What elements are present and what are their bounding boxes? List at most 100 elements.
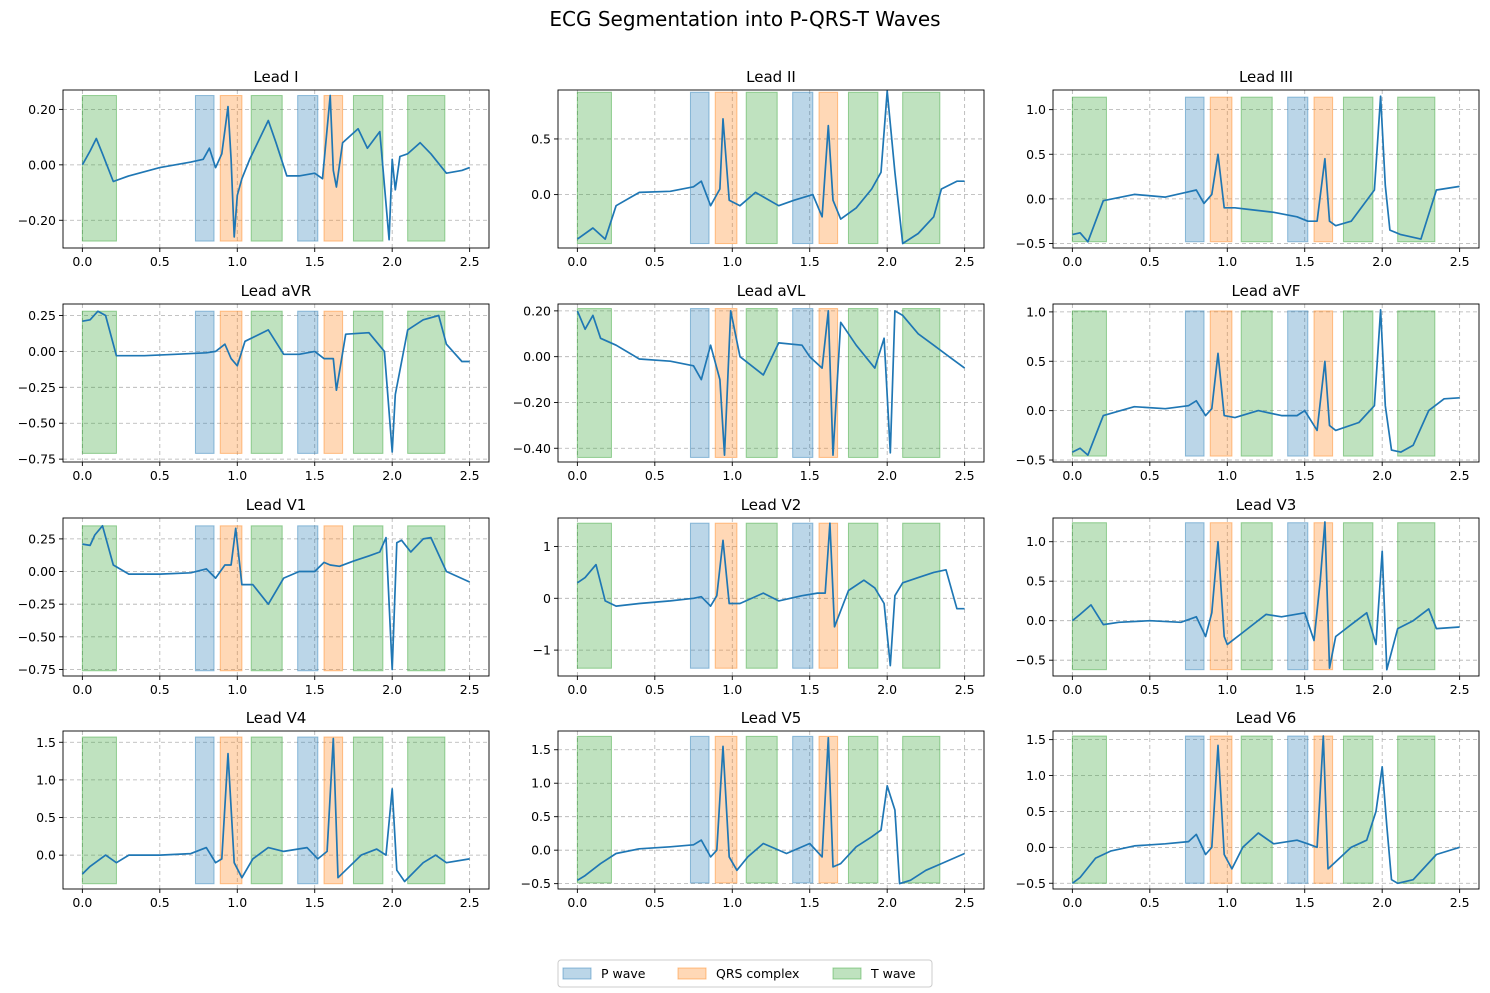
y-tick-label: 0.25: [28, 308, 56, 323]
t-wave-band: [902, 91, 941, 245]
legend-box: [557, 959, 933, 988]
t-wave-band: [352, 525, 384, 672]
qrs-complex-band: [219, 525, 243, 672]
panel-title: Lead aVF: [1232, 282, 1301, 300]
x-tick-label: 1.5: [800, 254, 820, 269]
x-tick-label: 2.0: [1372, 254, 1392, 269]
y-tick-label: −0.75: [18, 452, 56, 467]
y-tick-label: −1: [533, 643, 551, 658]
t-wave-band: [250, 95, 283, 242]
y-tick-label: −0.5: [1016, 453, 1046, 468]
x-tick-label: 1.0: [722, 254, 742, 269]
t-wave-band: [902, 522, 941, 669]
y-tick-label: −0.5: [521, 876, 551, 891]
p-wave-band: [297, 736, 319, 885]
legend-swatch: [562, 967, 592, 980]
axes-frame: [62, 517, 490, 677]
t-wave-band: [352, 95, 384, 242]
y-tick-label: −0.25: [18, 380, 56, 395]
y-tick-label: −0.5: [1016, 653, 1046, 668]
x-tick-label: 1.0: [1217, 468, 1237, 483]
panel-lead-v1: 0.0 0.5 1.0 1.5 2.0 2.5 −0.75 −0.50 −0.25 0.00 0.2…: [18, 496, 490, 697]
y-tick-label: 0.25: [28, 531, 56, 546]
x-tick-label: 0.5: [645, 895, 665, 910]
t-wave-band: [745, 735, 778, 884]
legend-label: P wave: [601, 966, 646, 981]
y-tick-label: 0.0: [1026, 191, 1046, 206]
x-tick-label: 2.0: [877, 682, 897, 697]
panel-title: Lead II: [746, 68, 796, 86]
axes-frame: [62, 89, 490, 249]
x-tick-label: 2.0: [1372, 468, 1392, 483]
legend: P wave QRS complex T wave: [557, 959, 933, 988]
y-tick-label: −0.40: [513, 441, 551, 456]
axes-frame: [557, 517, 985, 677]
y-tick-label: 0.20: [523, 303, 551, 318]
x-tick-label: 0.5: [645, 468, 665, 483]
panel-title: Lead I: [253, 68, 298, 86]
y-tick-label: 0.5: [1026, 574, 1046, 589]
legend-label: QRS complex: [716, 966, 799, 981]
axes-frame: [62, 303, 490, 463]
y-tick-label: −0.20: [18, 213, 56, 228]
t-wave-band: [745, 91, 778, 245]
ecg-signal-line: [576, 522, 965, 667]
x-tick-label: 1.0: [227, 468, 247, 483]
y-tick-label: 1.0: [1026, 304, 1046, 319]
y-tick-label: 0.0: [36, 848, 56, 863]
t-wave-band: [576, 91, 612, 245]
legend-swatch: [677, 967, 707, 980]
axes-frame: [557, 730, 985, 890]
panel-lead-iii: 0.0 0.5 1.0 1.5 2.0 2.5 −0.5 0.0 0.5 1.0 Lead III: [1016, 68, 1480, 269]
x-tick-label: 0.5: [645, 682, 665, 697]
p-wave-band: [1184, 96, 1205, 243]
x-tick-label: 2.5: [460, 895, 480, 910]
t-wave-band: [407, 310, 446, 454]
t-wave-band: [847, 735, 879, 884]
ecg-signal-line: [576, 736, 965, 885]
t-wave-band: [745, 308, 778, 458]
y-tick-label: 0.0: [531, 187, 551, 202]
p-wave-band: [194, 525, 215, 672]
x-tick-label: 1.0: [1217, 254, 1237, 269]
p-wave-band: [194, 310, 215, 454]
qrs-complex-band: [714, 308, 738, 458]
y-tick-label: 1: [543, 539, 551, 554]
x-tick-label: 2.5: [955, 682, 975, 697]
t-wave-band: [1342, 522, 1374, 671]
x-tick-label: 1.5: [305, 254, 325, 269]
t-wave-band: [81, 95, 117, 242]
x-tick-label: 1.0: [1217, 682, 1237, 697]
y-tick-label: 1.5: [1026, 732, 1046, 747]
x-tick-label: 0.0: [567, 682, 587, 697]
x-tick-label: 0.5: [150, 468, 170, 483]
t-wave-band: [81, 310, 117, 454]
y-tick-label: 0.00: [523, 349, 551, 364]
y-tick-label: 0: [543, 591, 551, 606]
t-wave-band: [250, 525, 283, 672]
p-wave-band: [689, 308, 710, 458]
t-wave-band: [81, 525, 117, 672]
t-wave-band: [1240, 310, 1273, 457]
panel-title: Lead III: [1239, 68, 1293, 86]
t-wave-band: [1071, 735, 1107, 884]
panel-lead-v4: 0.0 0.5 1.0 1.5 2.0 2.5 0.0 0.5 1.0 1.5 Lead V4: [36, 709, 490, 910]
x-tick-label: 0.5: [1140, 468, 1160, 483]
x-tick-label: 1.5: [1295, 682, 1315, 697]
panel-title: Lead aVR: [241, 282, 312, 300]
ecg-signal-line: [1072, 309, 1460, 456]
t-wave-band: [81, 736, 117, 885]
t-wave-band: [352, 736, 384, 885]
x-tick-label: 2.5: [955, 895, 975, 910]
y-tick-label: −0.50: [18, 629, 56, 644]
p-wave-band: [1184, 735, 1205, 884]
ecg-signal-line: [82, 524, 470, 671]
x-tick-label: 0.0: [567, 895, 587, 910]
t-wave-band: [1342, 735, 1374, 884]
x-tick-label: 0.0: [1062, 682, 1082, 697]
qrs-complex-band: [323, 525, 344, 672]
x-tick-label: 0.5: [150, 254, 170, 269]
panel-title: Lead V5: [741, 709, 802, 727]
x-tick-label: 1.5: [1295, 468, 1315, 483]
